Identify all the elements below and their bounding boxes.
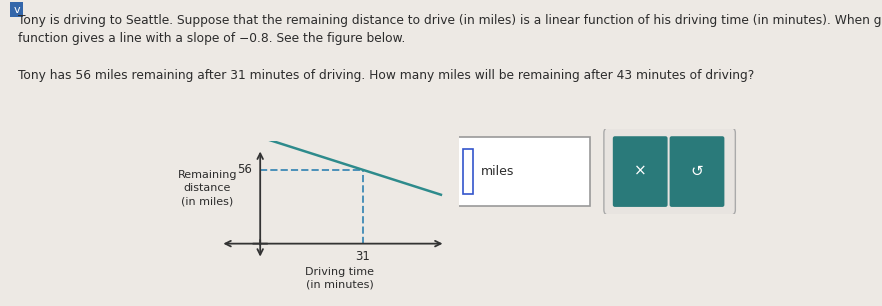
FancyBboxPatch shape — [669, 136, 724, 207]
Text: ↺: ↺ — [691, 164, 703, 179]
FancyBboxPatch shape — [604, 128, 736, 215]
Text: (in minutes): (in minutes) — [306, 279, 373, 289]
Text: miles: miles — [481, 165, 514, 178]
FancyBboxPatch shape — [463, 149, 474, 194]
FancyBboxPatch shape — [457, 137, 591, 206]
Text: 56: 56 — [237, 163, 252, 176]
Text: Tony is driving to Seattle. Suppose that the remaining distance to drive (in mil: Tony is driving to Seattle. Suppose that… — [18, 14, 882, 27]
Text: Driving time: Driving time — [305, 267, 374, 277]
Text: (in miles): (in miles) — [181, 196, 234, 207]
Text: v: v — [13, 5, 19, 15]
Text: Remaining: Remaining — [177, 170, 237, 180]
Text: Tony has 56 miles remaining after 31 minutes of driving. How many miles will be : Tony has 56 miles remaining after 31 min… — [18, 69, 754, 82]
FancyBboxPatch shape — [613, 136, 668, 207]
Text: 31: 31 — [355, 250, 370, 263]
Text: distance: distance — [183, 183, 231, 193]
Text: ×: × — [634, 164, 647, 179]
Text: function gives a line with a slope of −0.8. See the figure below.: function gives a line with a slope of −0… — [18, 32, 405, 45]
